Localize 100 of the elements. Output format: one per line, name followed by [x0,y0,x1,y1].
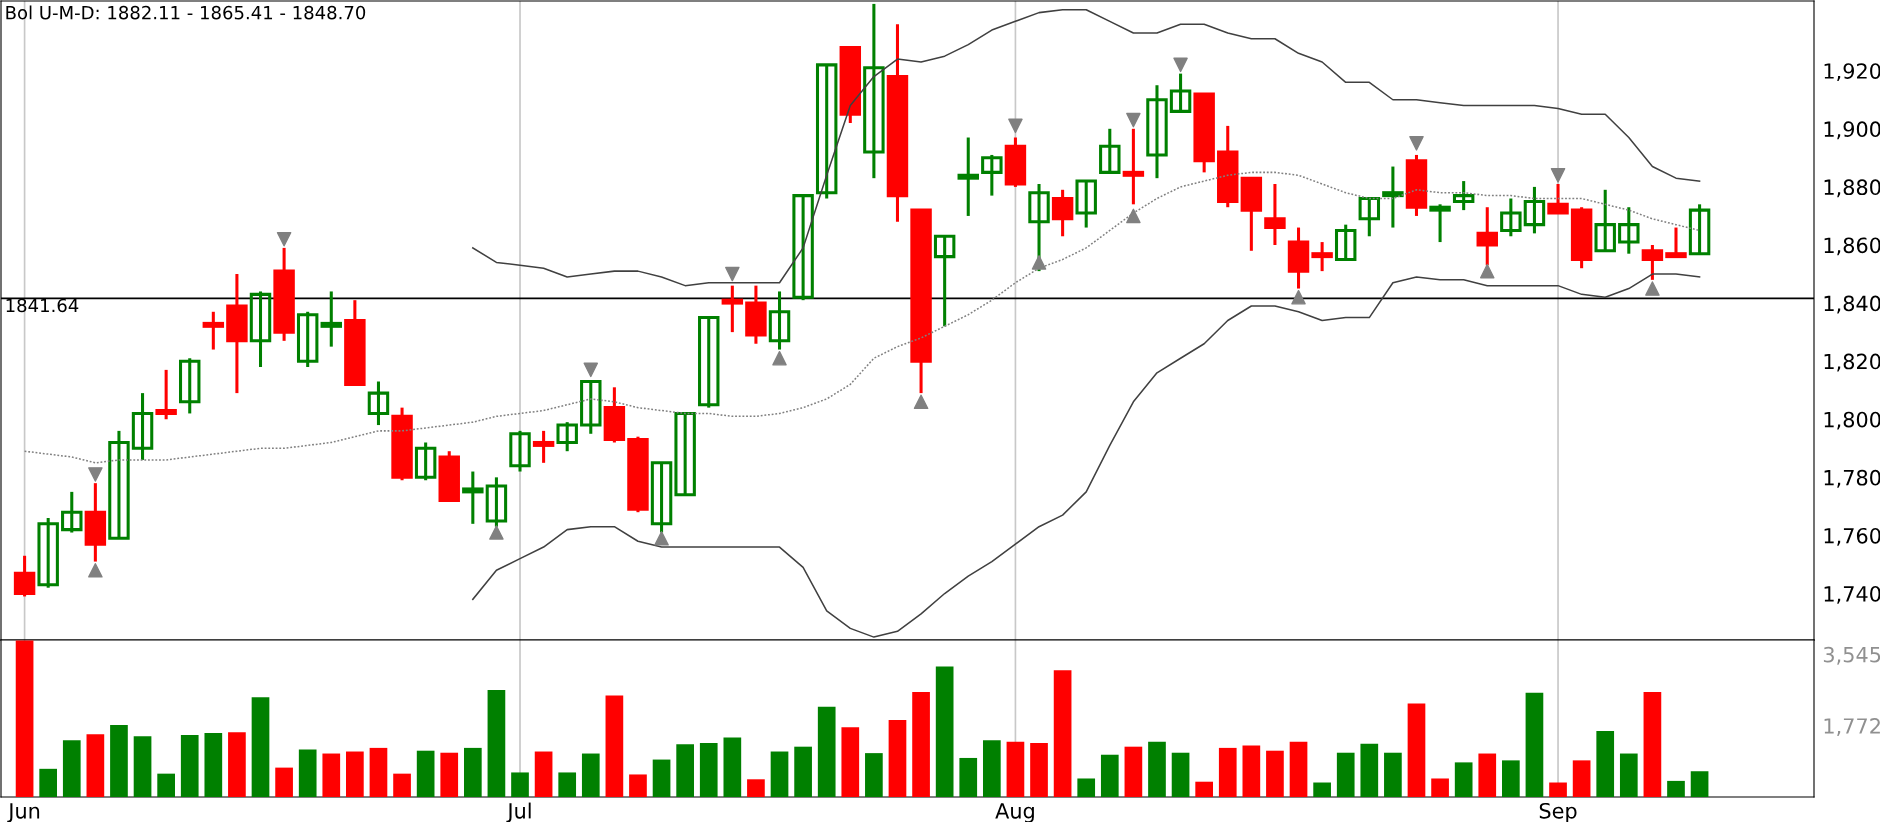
y-tick-label: 1,860 [1824,237,1880,256]
y-tick-label: 1,820 [1824,353,1880,372]
candlestick [768,291,791,350]
candlestick [698,316,720,408]
bar [1643,691,1662,797]
annotation: Bol U-M-D: 1882.11 - 1865.41 - 1848.70 [6,5,366,20]
candlestick [1334,224,1357,262]
ref-line-label: 1841.64 [6,298,79,313]
candlestick [249,291,272,367]
bar [1100,754,1119,797]
bar [228,732,246,797]
y-tick-label: 1,772 [1824,718,1880,736]
bar [1195,781,1214,797]
point [1031,255,1047,270]
candlestick [1311,242,1333,273]
x-tick-label: Aug [995,803,1034,822]
candlestick [1688,204,1711,256]
bar [629,774,647,797]
y-tick-label: 3,545 [1823,646,1880,665]
bar [534,751,553,797]
bar [1667,780,1685,797]
point [1550,167,1566,183]
point [1173,57,1188,73]
bar [558,772,577,797]
bar [1502,760,1520,797]
bar [15,640,34,797]
point [913,394,929,410]
bar [1148,741,1166,797]
candlestick [462,471,484,524]
x-tick-label: Sep [1539,802,1577,822]
bar [817,706,836,797]
bar [1596,730,1615,797]
bar [699,743,718,797]
bar [180,735,199,797]
candlestick [131,393,154,460]
bar [935,666,954,797]
x-tick-label: Jul [506,802,531,822]
bar [1690,771,1709,797]
candlestick [1382,166,1404,228]
bar [440,752,459,797]
candlestick [933,234,956,327]
bar [747,779,765,797]
bar [652,759,671,797]
bar [1407,703,1426,797]
candlestick [1075,179,1097,228]
point [88,467,103,482]
bar [581,753,600,797]
point [1409,136,1424,151]
candlestick [981,153,1003,196]
y-tick-label: 1,760 [1824,527,1880,546]
bar [511,772,529,797]
bar [1006,741,1025,797]
candlestick [1641,244,1664,280]
bar [794,746,812,797]
line-series [472,8,1701,287]
candlestick [13,554,36,597]
bar [369,747,388,797]
point [1479,263,1495,279]
bar [1478,753,1497,797]
point [654,531,669,546]
candlestick [1028,183,1050,273]
bar [1077,778,1096,797]
candlestick [509,429,531,472]
candlestick [61,490,83,533]
bar [1360,743,1379,797]
y-tick-label: 1,900 [1824,121,1880,140]
candlestick [721,285,744,334]
bar [1171,752,1190,797]
bar [463,747,482,797]
point [1645,281,1660,296]
candlestick [1146,85,1168,180]
bar [1525,692,1544,797]
y-tick-label: 1,920 [1824,63,1880,82]
bar [865,753,883,797]
candlestick [1594,188,1616,253]
line-series [472,273,1701,638]
bar [1431,778,1449,797]
point [1126,208,1141,224]
candlestick [1264,183,1286,245]
bar [841,727,860,797]
candlestick [863,2,885,180]
bar [912,691,930,797]
bar [770,751,789,797]
bar [1289,741,1308,797]
bar [39,768,58,797]
candlestick [1358,196,1381,237]
candlestick [202,310,225,350]
bar [1619,753,1638,797]
bar [110,724,128,797]
y-tick-label: 1,780 [1824,469,1880,488]
bar [62,740,81,797]
point [1008,118,1023,134]
bar [1549,782,1567,797]
candlestick [320,291,343,347]
bar [133,736,152,797]
point [725,266,740,282]
point [1126,112,1141,128]
x-tick-label: Jun [7,803,40,822]
y-tick-label: 1,800 [1824,411,1880,430]
candlestick [108,429,130,540]
